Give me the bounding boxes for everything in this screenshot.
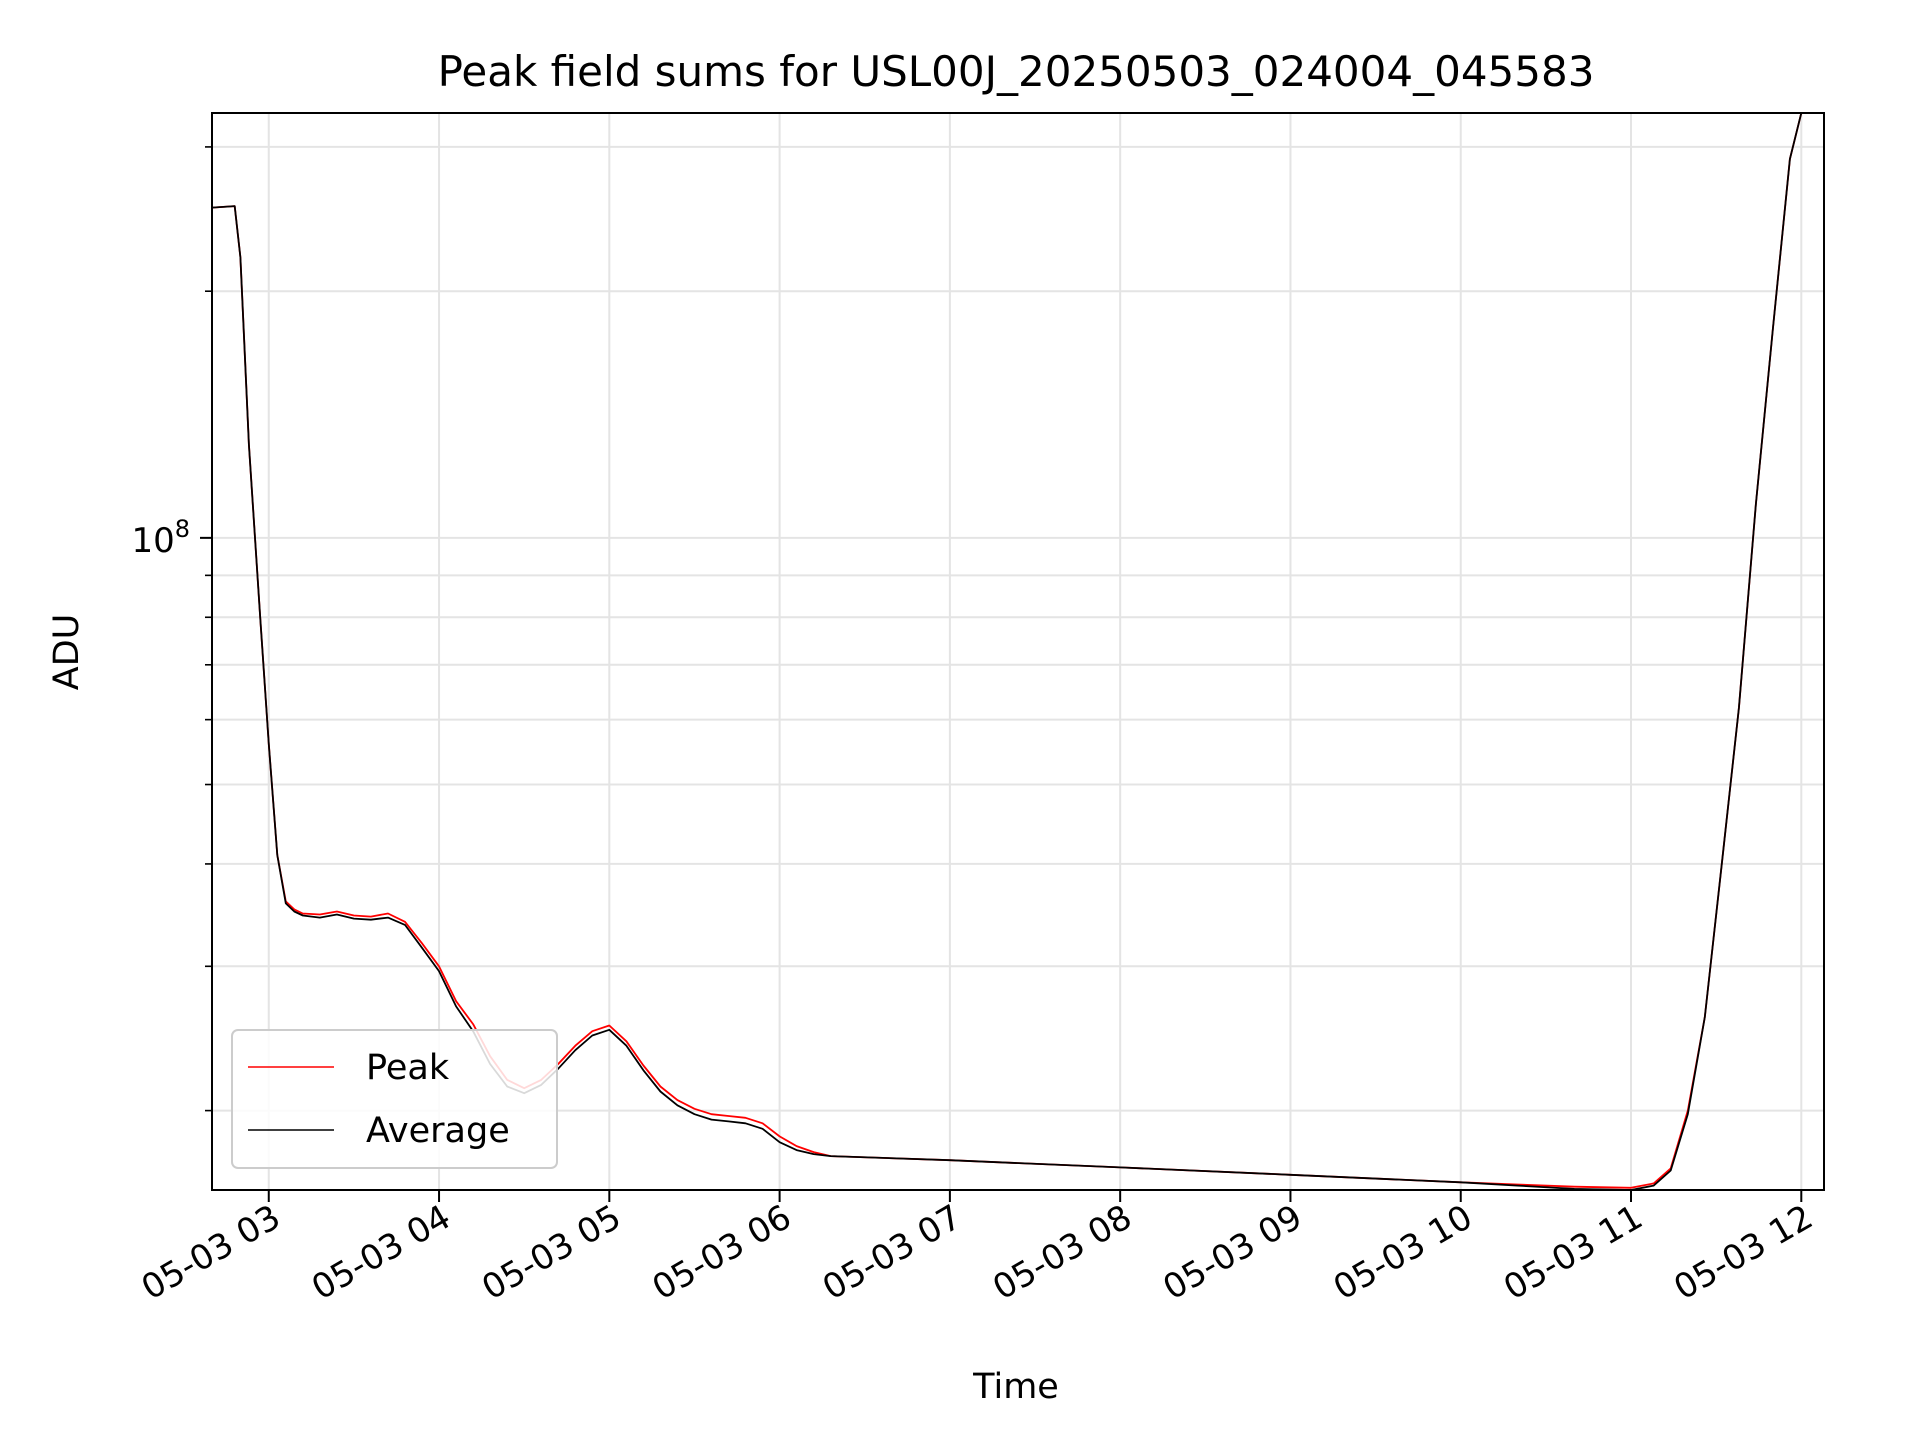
y-axis-ticks: 108 xyxy=(131,146,212,1112)
plot-area-frame xyxy=(211,112,1825,1191)
y-tick-label: 108 xyxy=(131,515,190,561)
x-axis-label: Time xyxy=(972,1367,1059,1407)
chart-title: Peak field sums for USL00J_20250503_0240… xyxy=(438,47,1595,96)
series-line-peak xyxy=(212,113,1803,1189)
legend: Peak Average xyxy=(231,1029,558,1169)
series-line-average xyxy=(212,113,1803,1190)
legend-box xyxy=(231,1029,558,1169)
series-layer xyxy=(212,113,1803,1190)
grid xyxy=(212,113,1824,1190)
legend-label-peak: Peak xyxy=(366,1048,450,1088)
y-axis-label: ADU xyxy=(47,614,87,691)
legend-label-average: Average xyxy=(366,1111,510,1151)
